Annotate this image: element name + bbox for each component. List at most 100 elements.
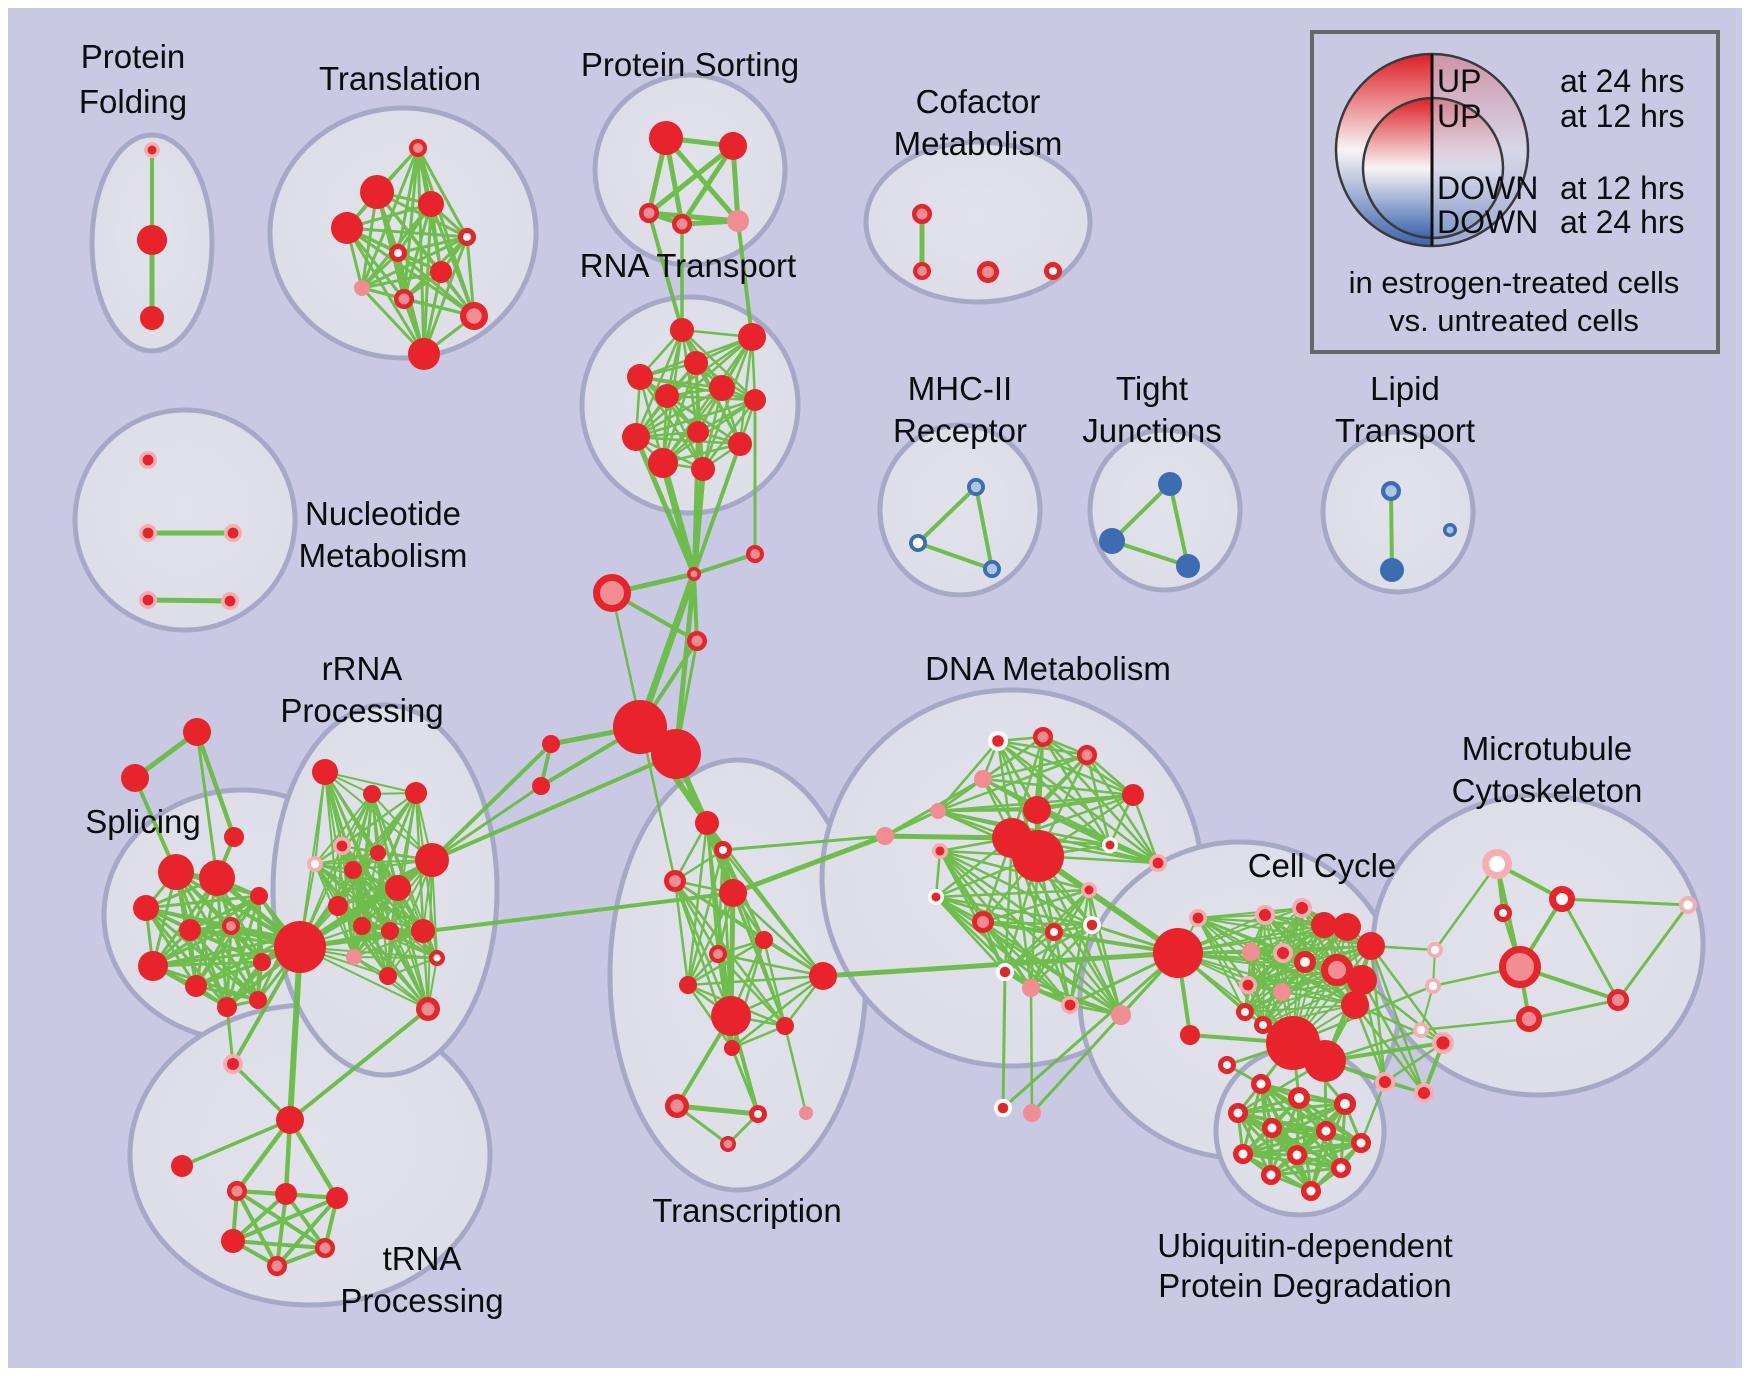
node-146-PW <box>1427 941 1444 958</box>
edge <box>1369 944 1445 1045</box>
edge <box>1241 1129 1328 1156</box>
node-166-RP <box>913 261 932 280</box>
node-20-R <box>738 323 766 351</box>
node-13-R <box>408 338 440 370</box>
node-160-RW <box>1261 1165 1281 1185</box>
node-14-R <box>649 121 683 155</box>
node-85-R <box>755 931 773 949</box>
node-76-R <box>275 1183 297 1205</box>
node-120-PR <box>1189 908 1208 927</box>
edge <box>916 485 978 545</box>
node-8-RW <box>389 244 408 263</box>
edge <box>422 930 429 1010</box>
cluster-label-nucleotide-metabolism: Metabolism <box>299 537 468 574</box>
edge <box>996 739 1135 797</box>
node-176-B <box>1380 558 1404 582</box>
node-159-RW <box>1331 1158 1351 1178</box>
node-15-R <box>719 132 747 160</box>
edge <box>686 848 725 987</box>
edge <box>337 852 379 907</box>
edge <box>231 1196 339 1243</box>
cluster-ellipse-lipid-transport <box>1320 429 1476 595</box>
edge <box>345 226 426 356</box>
edge <box>730 833 888 896</box>
edge <box>692 430 700 576</box>
node-70-RP <box>416 997 441 1022</box>
edge <box>636 570 698 731</box>
node-23-R <box>709 375 735 401</box>
node-75-RP <box>227 1181 247 1201</box>
edge <box>1360 978 1426 1095</box>
edge <box>730 974 825 1050</box>
node-169-BL <box>967 478 986 497</box>
node-139-RW <box>1217 1055 1236 1074</box>
edge <box>981 920 1123 1017</box>
edge <box>1560 897 1620 1002</box>
node-12-RP <box>459 301 488 330</box>
edge <box>1244 1004 1356 1013</box>
node-77-R <box>326 1187 348 1209</box>
node-145-RP <box>1516 1005 1543 1032</box>
node-40-R <box>121 764 149 792</box>
node-138-R <box>1180 1025 1200 1045</box>
edge <box>1262 979 1363 1026</box>
node-154-RW <box>1262 1118 1282 1138</box>
edge <box>287 1117 340 1201</box>
node-88-R <box>679 976 697 994</box>
node-94-PK <box>799 1106 813 1120</box>
node-113-WR <box>1083 916 1102 935</box>
node-177-BL <box>1443 523 1457 537</box>
node-136-R <box>1304 1040 1346 1082</box>
edge <box>1250 951 1264 1026</box>
cluster-label-ubiquitin-degradation: Protein Degradation <box>1158 1267 1452 1304</box>
node-178-PR <box>139 450 158 469</box>
node-31-RP <box>687 567 701 581</box>
cluster-label-tight-junctions: Junctions <box>1082 412 1221 449</box>
edge <box>361 925 389 977</box>
edge <box>716 952 825 978</box>
legend-caption-line-1: vs. untreated cells <box>1389 303 1639 338</box>
node-59-PW <box>307 855 324 872</box>
node-125-R <box>1357 932 1385 960</box>
edge <box>1001 970 1007 1110</box>
edge <box>1003 970 1123 1017</box>
node-17-RP <box>672 214 692 234</box>
edge <box>981 920 1180 955</box>
edge <box>673 571 697 757</box>
node-2-R <box>140 306 164 330</box>
node-84-R <box>719 879 747 907</box>
node-46-RP <box>221 917 240 936</box>
edge <box>692 442 742 576</box>
edge <box>1369 944 1426 1095</box>
edge <box>360 270 443 290</box>
node-66-R <box>381 922 399 940</box>
node-155-RW <box>1316 1121 1336 1141</box>
cluster-label-cofactor-metabolism: Cofactor <box>916 83 1041 120</box>
node-140-PW <box>1482 849 1512 879</box>
edge <box>430 742 553 862</box>
node-27-R <box>687 421 709 443</box>
edge <box>1168 482 1190 568</box>
node-123-R <box>1311 912 1337 938</box>
edge <box>1030 951 1180 1115</box>
edge <box>686 821 709 987</box>
node-171-BL <box>983 560 1002 579</box>
edge <box>938 849 1072 1007</box>
node-37-R <box>542 735 560 753</box>
edge <box>762 938 787 1028</box>
node-18-PK <box>727 210 749 232</box>
edge <box>934 895 1056 934</box>
node-156-RW <box>1351 1133 1371 1153</box>
edge <box>284 1192 327 1250</box>
edge <box>1359 1080 1387 1145</box>
edge <box>938 849 1123 1017</box>
cluster-label-mhc-ii-receptor: MHC-II <box>908 370 1012 407</box>
edge <box>429 202 476 318</box>
legend-direction-2: DOWN <box>1437 170 1538 206</box>
node-122-PR <box>1292 898 1312 918</box>
edge <box>686 891 735 987</box>
node-163-PR <box>1375 1072 1395 1092</box>
edge <box>345 226 476 318</box>
node-0-PR <box>144 142 160 158</box>
edge <box>234 1117 293 1194</box>
